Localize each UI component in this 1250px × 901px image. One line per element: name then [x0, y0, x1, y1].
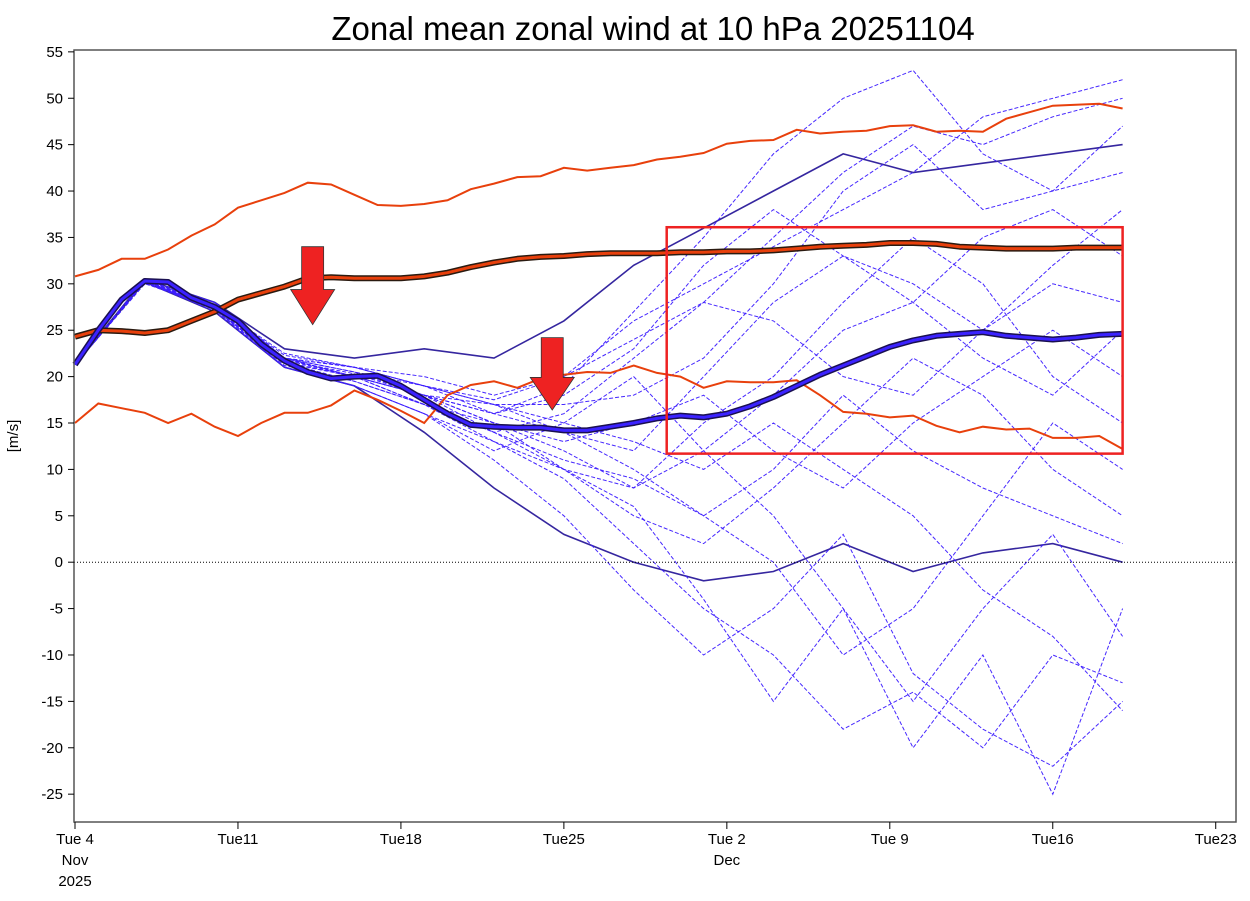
x-tick-label: Nov [62, 852, 89, 869]
x-tick-label: Tue 2 [708, 831, 746, 848]
ensemble-member-line [74, 69, 1123, 415]
climatology-max-line [74, 102, 1123, 278]
ensemble-member-line [74, 279, 1123, 767]
y-tick-label: 25 [46, 322, 63, 339]
x-tick-label: Dec [713, 852, 740, 869]
x-tick-label: Tue16 [1032, 831, 1074, 848]
down-arrow-icon [529, 337, 575, 411]
x-tick-label: Tue18 [380, 831, 422, 848]
annotations [289, 225, 1124, 455]
x-tick-label: Tue23 [1195, 831, 1237, 848]
climatology-min-line [74, 364, 1124, 450]
ensemble-mean-line [73, 279, 1123, 432]
x-tick-label: Tue11 [218, 831, 259, 848]
y-tick-label: -5 [50, 601, 63, 618]
ensemble-member-line [74, 280, 1123, 489]
highlight-box [665, 225, 1124, 455]
ensemble-member-line [74, 281, 1124, 703]
y-tick-label: 0 [55, 554, 63, 571]
y-tick-label: -20 [41, 740, 63, 757]
y-tick-label: -25 [41, 786, 63, 803]
y-tick-label: 35 [46, 229, 63, 246]
x-tick-label: Tue 4 [56, 831, 94, 848]
down-arrow-icon [289, 246, 336, 326]
axes: 5550454035302520151050-5-10-15-20-25Tue … [41, 44, 1237, 890]
y-tick-label: 15 [46, 415, 63, 432]
y-tick-label: 30 [46, 276, 63, 293]
y-tick-label: 20 [46, 369, 63, 386]
x-tick-label: Tue 9 [871, 831, 909, 848]
ensemble-member-line [74, 282, 1123, 749]
y-tick-label: 45 [46, 137, 63, 154]
ensemble-member-line [74, 79, 1123, 396]
x-tick-label: 2025 [58, 873, 91, 890]
x-tick-label: Tue25 [543, 831, 585, 848]
chart-title: Zonal mean zonal wind at 10 hPa 20251104 [331, 10, 974, 47]
y-tick-label: -10 [41, 647, 63, 664]
y-tick-label: 55 [46, 44, 63, 61]
ensemble-member-line [74, 236, 1123, 489]
climatology-mean-line [74, 241, 1123, 339]
y-tick-label: -15 [41, 693, 63, 710]
ensemble-member-line [74, 208, 1123, 415]
y-tick-label: 50 [46, 90, 63, 107]
y-axis-label: [m/s] [5, 420, 22, 453]
ensemble-member-line [74, 143, 1123, 405]
plot-frame [73, 49, 1237, 823]
main-series [72, 102, 1124, 450]
ensemble-member-line [74, 280, 1123, 712]
ensemble-member-line [74, 143, 1123, 366]
y-tick-label: 10 [46, 461, 63, 478]
y-tick-label: 40 [46, 183, 63, 200]
y-tick-label: 5 [55, 508, 63, 525]
ensemble-member-line [74, 209, 1123, 489]
ensemble-members [74, 69, 1124, 796]
ensemble-member-line [74, 280, 1123, 433]
